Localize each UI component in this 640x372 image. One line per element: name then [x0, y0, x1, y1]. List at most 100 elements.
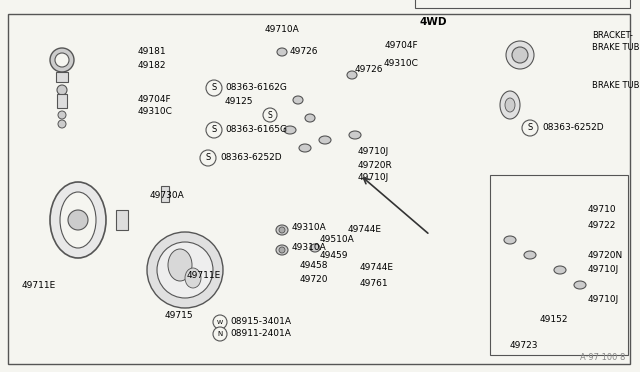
Text: 49711E: 49711E [187, 270, 221, 279]
Text: 08911-2401A: 08911-2401A [230, 330, 291, 339]
Text: BRAKE TUBE: BRAKE TUBE [592, 80, 640, 90]
Circle shape [58, 120, 66, 128]
Ellipse shape [574, 281, 586, 289]
Text: 49711E: 49711E [22, 280, 56, 289]
Text: N: N [218, 331, 223, 337]
Ellipse shape [347, 71, 357, 79]
Bar [116, 210, 128, 230]
Text: 49704F: 49704F [138, 96, 172, 105]
Text: 49726: 49726 [290, 48, 319, 57]
Text: BRACKET-: BRACKET- [592, 31, 633, 39]
Text: 49761: 49761 [360, 279, 388, 288]
Ellipse shape [349, 131, 361, 139]
Bar [415, 0, 630, 8]
Circle shape [50, 48, 74, 72]
Ellipse shape [305, 114, 315, 122]
Circle shape [512, 47, 528, 63]
Ellipse shape [50, 182, 106, 258]
Text: S: S [211, 83, 216, 93]
Text: 49310A: 49310A [292, 244, 327, 253]
Text: 49723: 49723 [510, 340, 538, 350]
Text: 49722: 49722 [588, 221, 616, 230]
Circle shape [522, 120, 538, 136]
Text: 4WD: 4WD [420, 17, 447, 27]
Text: 49182: 49182 [138, 61, 166, 71]
Text: 49744E: 49744E [360, 263, 394, 273]
Circle shape [213, 315, 227, 329]
Ellipse shape [543, 270, 567, 300]
Circle shape [206, 80, 222, 96]
Ellipse shape [277, 48, 287, 56]
Ellipse shape [299, 144, 311, 152]
Text: 49710J: 49710J [358, 148, 389, 157]
Bar [56, 72, 68, 82]
Bar [490, 175, 628, 355]
Text: 49710J: 49710J [588, 295, 620, 305]
Ellipse shape [68, 210, 88, 230]
Text: S: S [527, 124, 532, 132]
Text: 49710J: 49710J [588, 266, 620, 275]
Text: 49458: 49458 [300, 260, 328, 269]
Ellipse shape [276, 245, 288, 255]
Circle shape [279, 227, 285, 233]
Text: 49704F: 49704F [385, 41, 418, 49]
Circle shape [206, 122, 222, 138]
Text: BRAKE TUBE: BRAKE TUBE [592, 42, 640, 51]
Bar [547, 220, 563, 232]
Text: S: S [205, 154, 211, 163]
Text: S: S [211, 125, 216, 135]
Text: 08363-6165G: 08363-6165G [225, 125, 287, 135]
Text: 49730A: 49730A [150, 190, 185, 199]
Ellipse shape [168, 249, 192, 281]
Text: 49152: 49152 [540, 315, 568, 324]
Text: 08363-6162G: 08363-6162G [225, 83, 287, 93]
Bar [57, 94, 67, 108]
Text: 49710J: 49710J [358, 173, 389, 183]
Ellipse shape [293, 96, 303, 104]
Text: 08363-6252D: 08363-6252D [220, 154, 282, 163]
Circle shape [213, 327, 227, 341]
Ellipse shape [505, 98, 515, 112]
Bar [161, 186, 169, 202]
Text: 49125: 49125 [225, 97, 253, 106]
Text: 49720: 49720 [300, 276, 328, 285]
Text: 49710: 49710 [588, 205, 616, 215]
Text: 49710A: 49710A [265, 26, 300, 35]
Ellipse shape [185, 268, 201, 288]
Circle shape [58, 111, 66, 119]
Ellipse shape [525, 230, 585, 310]
Ellipse shape [540, 240, 570, 280]
Text: W: W [217, 320, 223, 324]
Text: 49715: 49715 [165, 311, 194, 320]
Ellipse shape [500, 91, 520, 119]
Circle shape [57, 85, 67, 95]
Circle shape [147, 232, 223, 308]
Text: S: S [268, 110, 273, 119]
Text: 49720N: 49720N [588, 250, 623, 260]
Text: 49720R: 49720R [358, 160, 393, 170]
Text: 49181: 49181 [138, 48, 166, 57]
Text: A·97 100 8: A·97 100 8 [580, 353, 625, 362]
Circle shape [279, 247, 285, 253]
Ellipse shape [310, 244, 320, 252]
Text: 49310C: 49310C [383, 58, 418, 67]
Circle shape [263, 108, 277, 122]
Text: 49744E: 49744E [348, 225, 382, 234]
Text: 49510A: 49510A [320, 235, 355, 244]
Bar [50, 215, 106, 225]
Text: 49726: 49726 [355, 65, 383, 74]
Text: 49310C: 49310C [138, 108, 173, 116]
Circle shape [55, 53, 69, 67]
Text: 08363-6252D: 08363-6252D [542, 124, 604, 132]
Text: 49459: 49459 [320, 251, 349, 260]
Ellipse shape [554, 266, 566, 274]
Ellipse shape [319, 136, 331, 144]
Text: 08915-3401A: 08915-3401A [230, 317, 291, 327]
Ellipse shape [60, 192, 96, 248]
Ellipse shape [276, 225, 288, 235]
Ellipse shape [284, 126, 296, 134]
Bar [547, 306, 563, 318]
Circle shape [157, 242, 213, 298]
Ellipse shape [524, 251, 536, 259]
Circle shape [200, 150, 216, 166]
